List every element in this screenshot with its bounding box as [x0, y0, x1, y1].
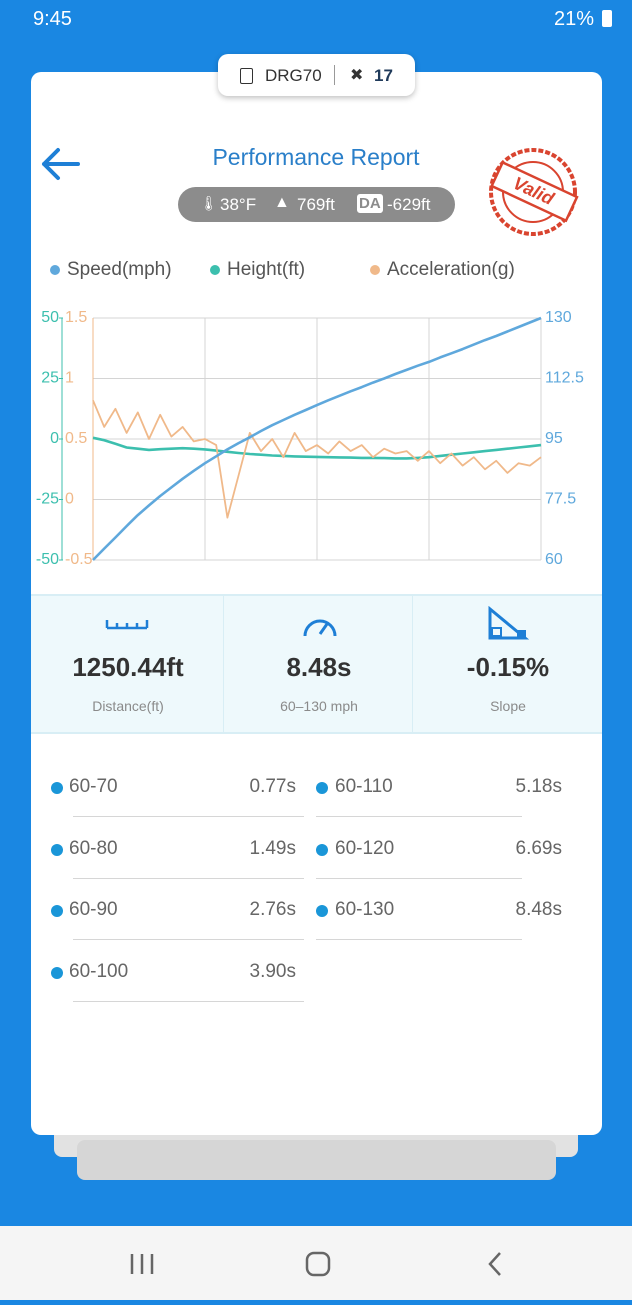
split-range: 60-130 — [335, 899, 395, 920]
device-name: DRG70 — [265, 66, 322, 85]
da-badge: DA — [357, 194, 383, 213]
battery-level: 21% — [553, 8, 594, 30]
y-tick-label: 50 — [41, 309, 59, 326]
clock: 9:45 — [33, 8, 72, 30]
recents-button[interactable] — [130, 1254, 154, 1274]
split-divider — [73, 816, 304, 817]
ruler-icon — [105, 620, 149, 630]
series-line — [92, 399, 542, 519]
split-divider — [316, 877, 522, 879]
home-button[interactable] — [305, 1251, 331, 1277]
speedometer-icon — [303, 619, 337, 637]
status-bar: 9:45 21% — [0, 0, 632, 37]
stat-label: 60–130 mph — [280, 698, 358, 714]
split-range: 60-120 — [335, 837, 395, 859]
divider — [412, 596, 413, 732]
battery-icon — [602, 10, 612, 27]
y-tick-label: -25 — [36, 491, 59, 508]
split-time: 5.18s — [515, 776, 562, 797]
split-range: 60-90 — [69, 899, 118, 920]
split-range: 60-80 — [69, 837, 118, 859]
thermometer-icon: 🌡 — [200, 195, 218, 211]
divider — [223, 596, 224, 732]
split-dot — [316, 843, 328, 856]
y-tick-label: 77.5 — [545, 491, 576, 508]
split-time: 8.48s — [515, 899, 562, 920]
y-tick-label: 0 — [50, 430, 59, 447]
legend-label: Speed(mph) — [67, 259, 172, 280]
split-dot — [51, 843, 63, 856]
altitude-icon: ▲ — [274, 194, 290, 211]
y-tick-label: -0.5 — [65, 551, 93, 568]
satellite-count: 17 — [374, 66, 393, 85]
y-tick-label: 60 — [545, 551, 563, 568]
y-tick-label: 0 — [65, 491, 74, 508]
split-time: 1.49s — [249, 837, 296, 859]
stacked-card — [77, 1140, 556, 1180]
stat-label: Distance(ft) — [92, 698, 164, 714]
y-tick-label: 130 — [545, 309, 572, 326]
split-dot — [316, 782, 328, 794]
split-range: 60-70 — [69, 776, 118, 797]
y-tick-label: 0.5 — [65, 430, 87, 447]
slope-icon — [488, 606, 529, 640]
split-divider — [316, 816, 522, 817]
split-divider — [73, 877, 304, 879]
legend-swatch — [50, 265, 60, 275]
legend-swatch — [370, 265, 380, 275]
y-tick-label: 1 — [65, 370, 74, 387]
split-dot — [51, 905, 63, 917]
nav-icons — [130, 1251, 501, 1277]
split-divider — [316, 939, 522, 940]
y-tick-label: 112.5 — [545, 370, 584, 387]
legend-swatch — [210, 265, 220, 275]
legend-label: Acceleration(g) — [387, 259, 515, 280]
report-title: Performance Report — [212, 144, 420, 170]
split-time: 3.90s — [249, 960, 296, 982]
altitude: 769ft — [297, 195, 335, 214]
split-range: 60-100 — [69, 960, 129, 982]
divider — [334, 65, 335, 85]
split-divider — [73, 939, 304, 940]
y-tick-label: -50 — [36, 551, 59, 568]
y-tick-label: 95 — [545, 430, 563, 447]
y-tick-label: 1.5 — [65, 309, 87, 326]
legend-label: Height(ft) — [227, 259, 305, 280]
series-line — [92, 436, 542, 460]
back-button[interactable] — [40, 145, 82, 183]
stat-value: 8.48s — [286, 652, 352, 682]
conditions-pill: 🌡 38°F ▲ 769ft DA -629ft — [178, 187, 455, 222]
stat-value: -0.15% — [466, 652, 550, 682]
stats-panel: 1250.44ft Distance(ft) 8.48s 60–130 mph -0.1… — [31, 594, 602, 734]
split-time: 0.77s — [249, 776, 296, 797]
split-time: 2.76s — [249, 899, 296, 920]
y-tick-label: 25 — [41, 370, 59, 387]
performance-chart: 50 25 0 -25 -50 130 112.5 95 77.5 60 1.5 1 0.5 0 -0.5 S… — [36, 259, 584, 568]
density-altitude: -629ft — [387, 195, 431, 214]
valid-stamp: Valid — [489, 148, 579, 236]
stat-label: Slope — [490, 698, 526, 714]
series-line — [92, 316, 542, 561]
device-icon — [240, 68, 253, 84]
split-dot — [51, 966, 63, 979]
nav-bar — [0, 1226, 632, 1300]
satellite-icon: ✖ — [350, 67, 364, 84]
stat-value: 1250.44ft — [72, 652, 184, 682]
temperature: 38°F — [220, 195, 257, 214]
back-nav-button[interactable] — [488, 1252, 501, 1276]
split-dot — [51, 782, 63, 794]
device-pill[interactable]: DRG70 ✖ 17 — [218, 54, 415, 96]
split-dot — [316, 905, 328, 917]
split-divider — [73, 1000, 304, 1002]
split-range: 60-110 — [335, 776, 393, 797]
split-time: 6.69s — [515, 837, 562, 859]
